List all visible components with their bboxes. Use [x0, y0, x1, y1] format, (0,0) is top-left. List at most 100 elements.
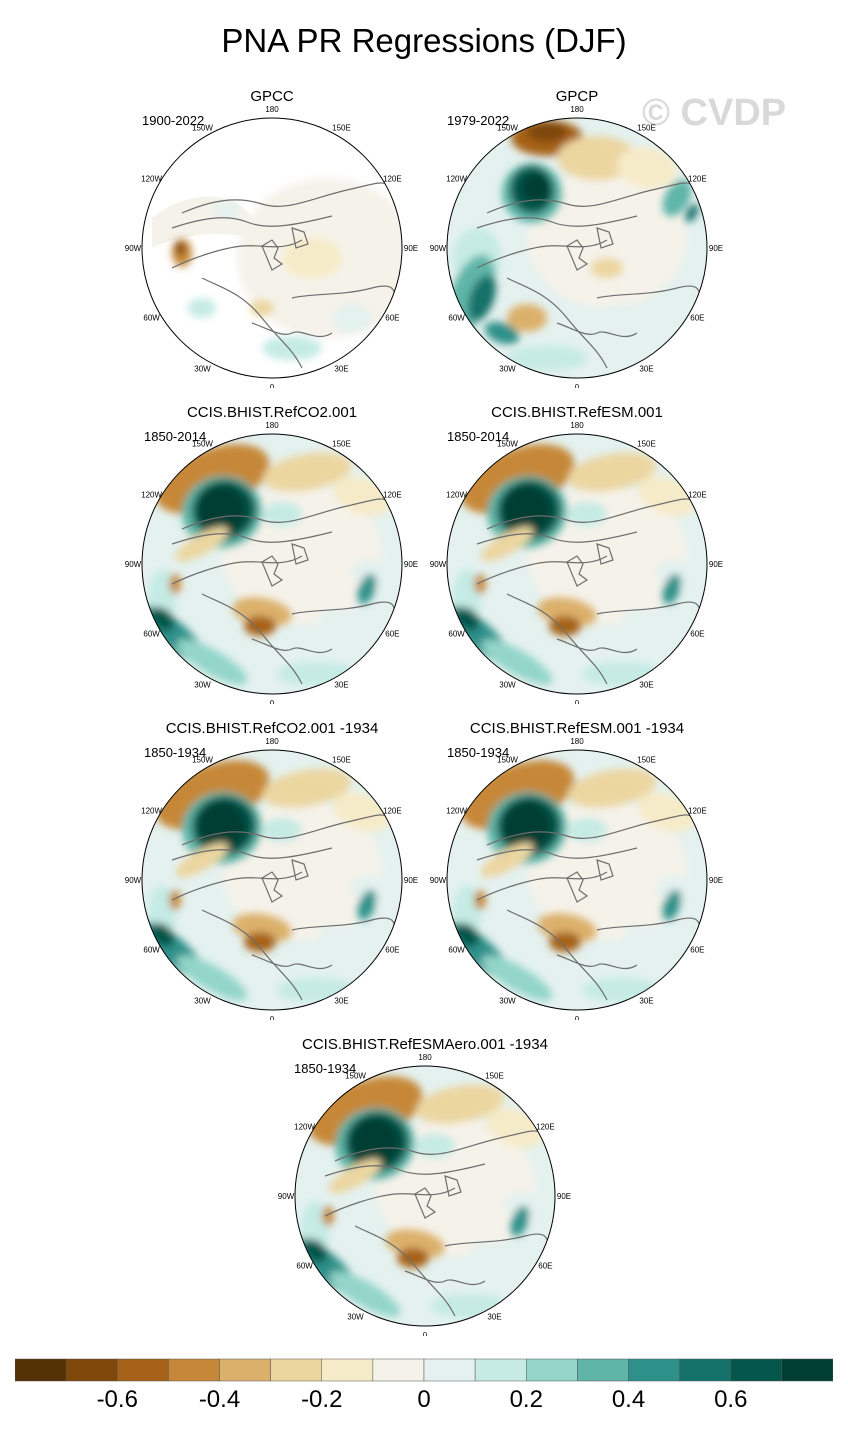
anomaly-region: [617, 147, 677, 189]
coastlines: [171, 814, 398, 1001]
colorbar-swatch: [730, 1358, 783, 1382]
longitude-label: 120E: [688, 807, 707, 816]
longitude-label: 90W: [430, 244, 447, 253]
longitude-label: 60E: [690, 946, 704, 955]
longitude-label: 30W: [194, 364, 211, 373]
anomaly-region: [322, 1206, 334, 1226]
longitude-label: 90W: [125, 876, 142, 885]
longitude-label: 120E: [383, 491, 402, 500]
anomaly-region: [484, 321, 520, 345]
longitude-label: 120W: [446, 175, 467, 184]
panel-title: CCIS.BHIST.RefCO2.001: [186, 404, 358, 421]
colorbar-swatch: [270, 1358, 322, 1382]
longitude-label: 0: [270, 383, 275, 388]
longitude-label: 150W: [192, 124, 213, 133]
anomaly-region: [480, 526, 534, 562]
anomaly-region: [549, 616, 581, 636]
longitude-label: 150W: [345, 1072, 366, 1081]
anomaly-region: [351, 1118, 399, 1166]
longitude-label: 30E: [639, 996, 653, 1005]
map-boundary: [141, 749, 403, 1011]
anomaly-region: [503, 802, 551, 850]
colorbar-tick-label: 0.6: [714, 1386, 748, 1413]
colorbar: [15, 1358, 833, 1382]
figure-title: PNA PR Regressions (DJF): [221, 22, 627, 59]
longitude-label: 150W: [497, 124, 518, 133]
colorbar-tick-label: 0.4: [611, 1386, 646, 1413]
map-boundary: [446, 749, 708, 1011]
longitude-label: 90W: [430, 560, 447, 569]
polar-map: 180 150E 120E 90E 60E 30E 0 30W 60W 90W 120W 150W: [430, 737, 723, 1020]
map-boundary: [141, 117, 403, 379]
longitude-label: 0: [270, 1015, 275, 1020]
longitude-label: 90E: [709, 244, 723, 253]
longitude-label: 0: [575, 699, 580, 704]
anomaly-region: [480, 842, 534, 878]
longitude-label: 30W: [194, 996, 211, 1005]
longitude-label: 150W: [497, 440, 518, 449]
anomaly-region: [474, 574, 486, 594]
anomaly-region: [175, 526, 229, 562]
anomaly-region: [169, 890, 181, 910]
longitude-label: 180: [265, 421, 279, 430]
polar-map: 180 150E 120E 90E 60E 30E 0 30W 60W 90W 120W 150W: [125, 737, 418, 1020]
anomaly-region: [244, 932, 276, 952]
longitude-label: 90E: [404, 876, 418, 885]
map-boundary: [446, 117, 708, 379]
colorbar-tick-label: -0.6: [96, 1386, 138, 1413]
panel-title: GPCC: [250, 88, 294, 105]
panel-years: 1850-1934: [447, 745, 510, 760]
longitude-label: 150W: [497, 756, 518, 765]
longitude-label: 120E: [688, 175, 707, 184]
anomaly-region: [175, 842, 229, 878]
longitude-label: 30E: [334, 680, 348, 689]
colorbar-swatch: [628, 1358, 680, 1382]
polar-map: 180 150E 120E 90E 60E 30E 0 30W 60W 90W 120W 150W: [125, 421, 418, 704]
anomaly-region: [213, 202, 241, 218]
longitude-label: 150E: [637, 124, 656, 133]
anomaly-region: [567, 502, 607, 526]
map-panel-refco2: CCIS.BHIST.RefCO2.001 1850-2014 180 150E 1…: [122, 404, 422, 704]
panel-title: CCIS.BHIST.RefCO2.001 -1934: [165, 720, 379, 737]
longitude-label: 30E: [334, 364, 348, 373]
longitude-label: 30W: [499, 680, 516, 689]
longitude-label: 60W: [448, 946, 465, 955]
colorbar-swatch: [15, 1358, 67, 1382]
coastlines: [171, 498, 398, 685]
map-boundary: [294, 1065, 556, 1327]
anomaly-region: [262, 818, 302, 842]
anomaly-region: [507, 346, 587, 370]
longitude-label: 30W: [499, 364, 516, 373]
anomaly-region: [262, 452, 352, 492]
longitude-label: 180: [418, 1053, 432, 1062]
panel-years: 1850-1934: [144, 745, 207, 760]
anomaly-region: [176, 955, 248, 1001]
map-panel-refco2-1934: CCIS.BHIST.RefCO2.001 -1934 1850-1934 18…: [122, 720, 422, 1020]
longitude-label: 180: [265, 105, 279, 114]
map-panel-refesmaero-1934: CCIS.BHIST.RefESMAero.001 -1934 1850-193…: [275, 1036, 575, 1336]
anomaly-region: [662, 889, 682, 921]
longitude-label: 150W: [192, 440, 213, 449]
map-panel-refesm: CCIS.BHIST.RefESM.001 1850-2014 180 150E 1…: [427, 404, 727, 704]
anomaly-region: [319, 610, 365, 638]
longitude-label: 60W: [448, 314, 465, 323]
anomaly-region: [527, 122, 567, 142]
panel-years: 1850-1934: [294, 1061, 357, 1076]
panel-title: GPCP: [555, 88, 599, 105]
anomaly-region: [591, 258, 623, 278]
anomaly-region: [357, 573, 377, 605]
longitude-label: 0: [575, 1015, 580, 1020]
longitude-label: 90W: [430, 876, 447, 885]
longitude-label: 60E: [385, 946, 399, 955]
anomaly-region: [319, 926, 365, 954]
longitude-label: 90E: [709, 560, 723, 569]
anomaly-region: [169, 574, 181, 594]
panel-years: 1850-2014: [144, 429, 207, 444]
longitude-label: 90W: [278, 1192, 295, 1201]
longitude-label: 0: [423, 1331, 428, 1336]
polar-map: 180 150E 120E 90E 60E 30E 0 30W 60W 90W 120W 150W: [278, 1053, 571, 1336]
longitude-label: 60E: [690, 314, 704, 323]
longitude-label: 60E: [538, 1262, 552, 1271]
coastlines: [476, 814, 703, 1001]
longitude-label: 60W: [296, 1262, 313, 1271]
